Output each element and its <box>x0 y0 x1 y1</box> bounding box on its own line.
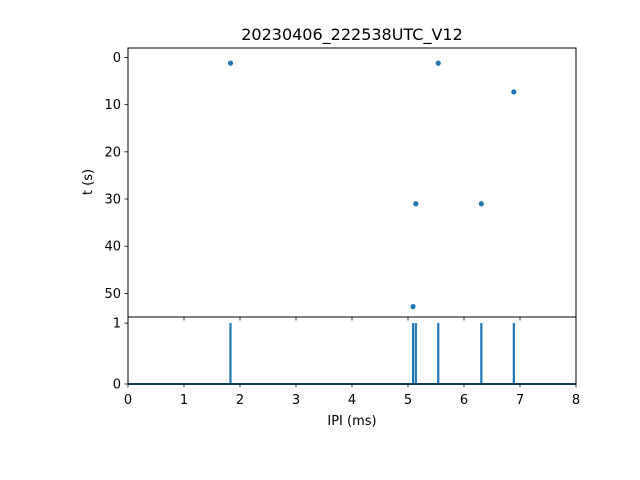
histogram-x-tick-label: 3 <box>292 393 300 408</box>
scatter-y-axis: 0 10 20 30 40 50 <box>104 51 128 302</box>
scatter-points <box>227 60 517 310</box>
histogram-x-tick-label: 0 <box>124 393 132 408</box>
scatter-point <box>435 60 441 66</box>
scatter-y-tick-label: 10 <box>104 98 121 113</box>
histogram-x-tick-label: 8 <box>572 393 580 408</box>
histogram-x-tick-label: 4 <box>348 393 356 408</box>
scatter-y-axis-label: t (s) <box>81 169 96 195</box>
chart-title: 20230406_222538UTC_V12 <box>241 25 463 45</box>
scatter-y-tick-label: 0 <box>113 51 121 66</box>
histogram-x-tick-label: 1 <box>180 393 188 408</box>
histogram-x-tick-label: 5 <box>404 393 412 408</box>
scatter-point <box>511 89 517 95</box>
histogram-x-tick-label: 2 <box>236 393 244 408</box>
histogram-y-tick-label: 1 <box>113 317 121 332</box>
histogram-y-axis: 01 <box>113 317 128 393</box>
histogram-x-tick-label: 6 <box>460 393 468 408</box>
scatter-y-tick-label: 30 <box>104 193 121 208</box>
histogram-x-axis-label: IPI (ms) <box>327 414 376 429</box>
scatter-point <box>227 60 234 66</box>
scatter-y-tick-label: 40 <box>104 240 121 255</box>
scatter-point <box>413 201 419 207</box>
scatter-y-tick-label: 50 <box>104 287 121 302</box>
histogram-x-axis: 0 1 2 3 4 5 6 7 8 <box>124 384 580 408</box>
scatter-y-tick-label: 20 <box>104 145 121 160</box>
histogram-x-tick-label: 7 <box>516 393 524 408</box>
scatter-point <box>478 201 484 207</box>
scatter-point <box>410 304 416 310</box>
histogram-y-tick-label: 0 <box>113 378 121 393</box>
